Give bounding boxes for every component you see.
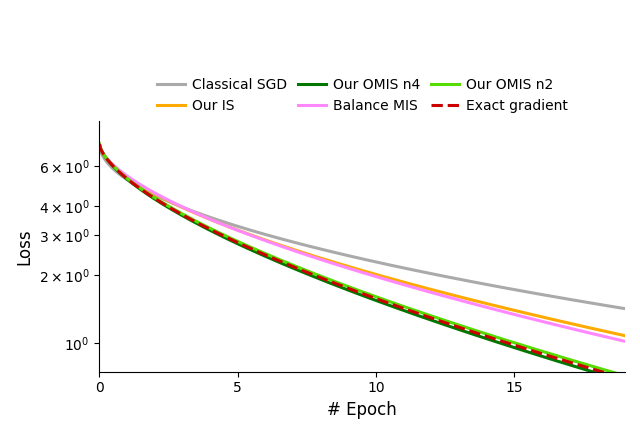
Classical SGD <box>526 290 534 295</box>
Our IS <box>621 333 629 338</box>
Our OMIS n2 <box>621 373 629 378</box>
Classical SGD <box>345 253 353 259</box>
Exact gradient <box>380 299 388 304</box>
Our OMIS n4 <box>380 301 388 306</box>
Classical SGD <box>609 304 616 309</box>
Our OMIS n2 <box>345 284 353 289</box>
Balance MIS <box>408 285 416 290</box>
Line: Our IS: Our IS <box>99 144 625 335</box>
Our OMIS n2 <box>526 345 534 350</box>
Our OMIS n2 <box>380 297 388 302</box>
Balance MIS <box>380 276 388 282</box>
Classical SGD <box>95 141 103 147</box>
Our IS <box>408 282 416 287</box>
Balance MIS <box>345 266 353 271</box>
Classical SGD <box>380 261 388 266</box>
Our IS <box>526 312 534 317</box>
Our OMIS n2 <box>348 286 356 291</box>
Our OMIS n4 <box>345 288 353 293</box>
Classical SGD <box>621 306 629 311</box>
Our IS <box>609 330 616 335</box>
Our OMIS n2 <box>609 369 616 375</box>
Our OMIS n4 <box>621 379 629 384</box>
Balance MIS <box>621 339 629 344</box>
Exact gradient <box>95 141 103 147</box>
X-axis label: # Epoch: # Epoch <box>327 401 397 419</box>
Our IS <box>348 265 356 270</box>
Legend: Classical SGD, Our IS, Our OMIS n4, Balance MIS, Our OMIS n2, Exact gradient: Classical SGD, Our IS, Our OMIS n4, Bala… <box>151 72 573 118</box>
Line: Classical SGD: Classical SGD <box>99 144 625 309</box>
Our IS <box>345 264 353 269</box>
Our OMIS n4 <box>526 350 534 355</box>
Line: Balance MIS: Balance MIS <box>99 144 625 341</box>
Exact gradient <box>348 287 356 293</box>
Our OMIS n2 <box>95 141 103 147</box>
Exact gradient <box>609 372 616 378</box>
Line: Exact gradient: Exact gradient <box>99 144 625 378</box>
Our OMIS n4 <box>408 311 416 316</box>
Exact gradient <box>408 309 416 314</box>
Line: Our OMIS n4: Our OMIS n4 <box>99 144 625 381</box>
Classical SGD <box>408 267 416 273</box>
Balance MIS <box>95 141 103 147</box>
Our OMIS n4 <box>609 375 616 380</box>
Our IS <box>380 274 388 279</box>
Our OMIS n4 <box>348 289 356 294</box>
Y-axis label: Loss: Loss <box>15 228 33 265</box>
Our OMIS n2 <box>408 307 416 312</box>
Classical SGD <box>348 254 356 259</box>
Balance MIS <box>348 267 356 272</box>
Balance MIS <box>526 316 534 321</box>
Exact gradient <box>621 376 629 381</box>
Exact gradient <box>345 286 353 291</box>
Balance MIS <box>609 336 616 341</box>
Our OMIS n4 <box>95 141 103 147</box>
Our IS <box>95 141 103 147</box>
Exact gradient <box>526 348 534 353</box>
Line: Our OMIS n2: Our OMIS n2 <box>99 144 625 376</box>
